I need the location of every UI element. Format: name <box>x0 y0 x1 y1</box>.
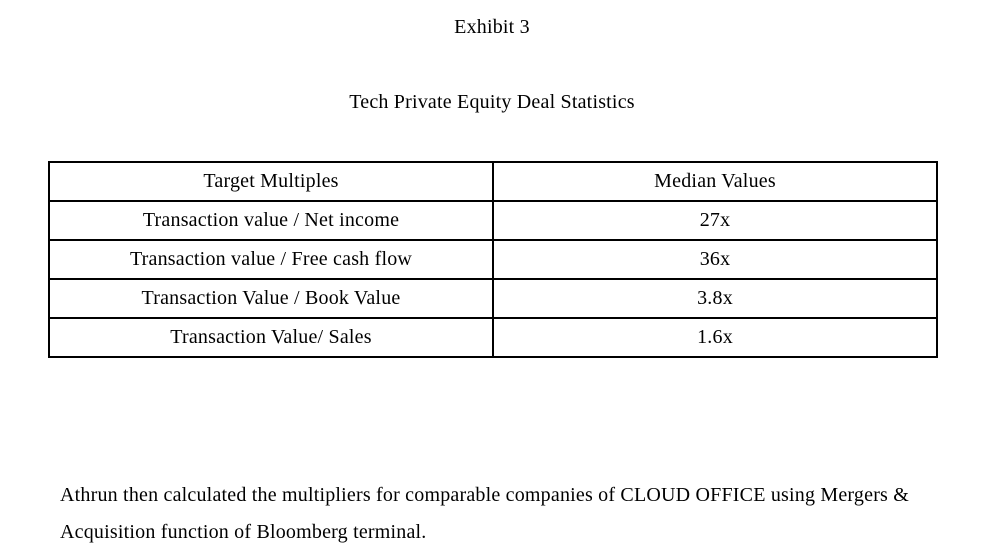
multiple-label: Transaction value / Net income <box>48 200 494 241</box>
table-row: Transaction value / Free cash flow 36x <box>48 239 938 280</box>
exhibit-number-title: Exhibit 3 <box>454 16 530 38</box>
footnote-paragraph: Athrun then calculated the multipliers f… <box>60 484 909 543</box>
median-value: 27x <box>492 200 938 241</box>
multiple-label: Transaction Value / Book Value <box>48 278 494 319</box>
column-header-median-values: Median Values <box>492 161 938 202</box>
column-header-target-multiples: Target Multiples <box>48 161 494 202</box>
median-value: 36x <box>492 239 938 280</box>
multiple-label: Transaction Value/ Sales <box>48 317 494 358</box>
exhibit-subtitle: Tech Private Equity Deal Statistics <box>349 91 635 113</box>
deal-statistics-table: Target Multiples Median Values Transacti… <box>48 161 938 358</box>
multiple-label: Transaction value / Free cash flow <box>48 239 494 280</box>
table-row: Transaction Value / Book Value 3.8x <box>48 278 938 319</box>
deal-statistics-table-container: Target Multiples Median Values Transacti… <box>48 161 938 358</box>
table-header-row: Target Multiples Median Values <box>48 161 938 202</box>
median-value: 3.8x <box>492 278 938 319</box>
table-row: Transaction value / Net income 27x <box>48 200 938 241</box>
median-value: 1.6x <box>492 317 938 358</box>
table-row: Transaction Value/ Sales 1.6x <box>48 317 938 358</box>
